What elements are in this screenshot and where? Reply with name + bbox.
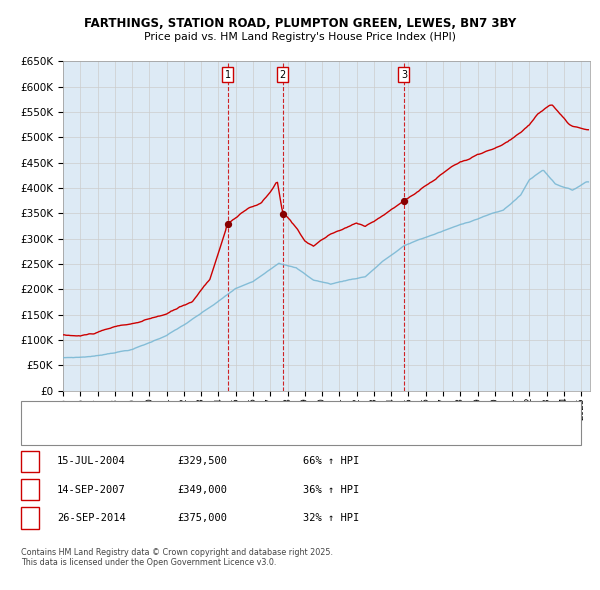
Text: £329,500: £329,500 (177, 457, 227, 466)
Text: 2: 2 (280, 70, 286, 80)
Text: £375,000: £375,000 (177, 513, 227, 523)
Text: 66% ↑ HPI: 66% ↑ HPI (303, 457, 359, 466)
Text: FARTHINGS, STATION ROAD, PLUMPTON GREEN, LEWES, BN7 3BY (semi-detached house): FARTHINGS, STATION ROAD, PLUMPTON GREEN,… (57, 409, 440, 418)
Text: 14-SEP-2007: 14-SEP-2007 (57, 485, 126, 494)
Text: 32% ↑ HPI: 32% ↑ HPI (303, 513, 359, 523)
Text: Contains HM Land Registry data © Crown copyright and database right 2025.
This d: Contains HM Land Registry data © Crown c… (21, 548, 333, 567)
Text: 2: 2 (26, 485, 34, 494)
Text: £349,000: £349,000 (177, 485, 227, 494)
Point (223, 219, 233, 228)
Text: 1: 1 (225, 70, 231, 80)
Text: 1: 1 (26, 457, 34, 466)
Point (399, 196, 409, 205)
Text: 15-JUL-2004: 15-JUL-2004 (57, 457, 126, 466)
Text: ——: —— (29, 428, 44, 441)
Text: 3: 3 (401, 70, 407, 80)
Text: 26-SEP-2014: 26-SEP-2014 (57, 513, 126, 523)
Text: Price paid vs. HM Land Registry's House Price Index (HPI): Price paid vs. HM Land Registry's House … (144, 32, 456, 42)
Text: 3: 3 (26, 513, 34, 523)
Text: HPI: Average price, semi-detached house, Lewes: HPI: Average price, semi-detached house,… (57, 430, 268, 439)
Text: ——: —— (29, 407, 44, 420)
Text: 36% ↑ HPI: 36% ↑ HPI (303, 485, 359, 494)
Text: FARTHINGS, STATION ROAD, PLUMPTON GREEN, LEWES, BN7 3BY: FARTHINGS, STATION ROAD, PLUMPTON GREEN,… (84, 17, 516, 30)
Point (278, 209, 287, 218)
